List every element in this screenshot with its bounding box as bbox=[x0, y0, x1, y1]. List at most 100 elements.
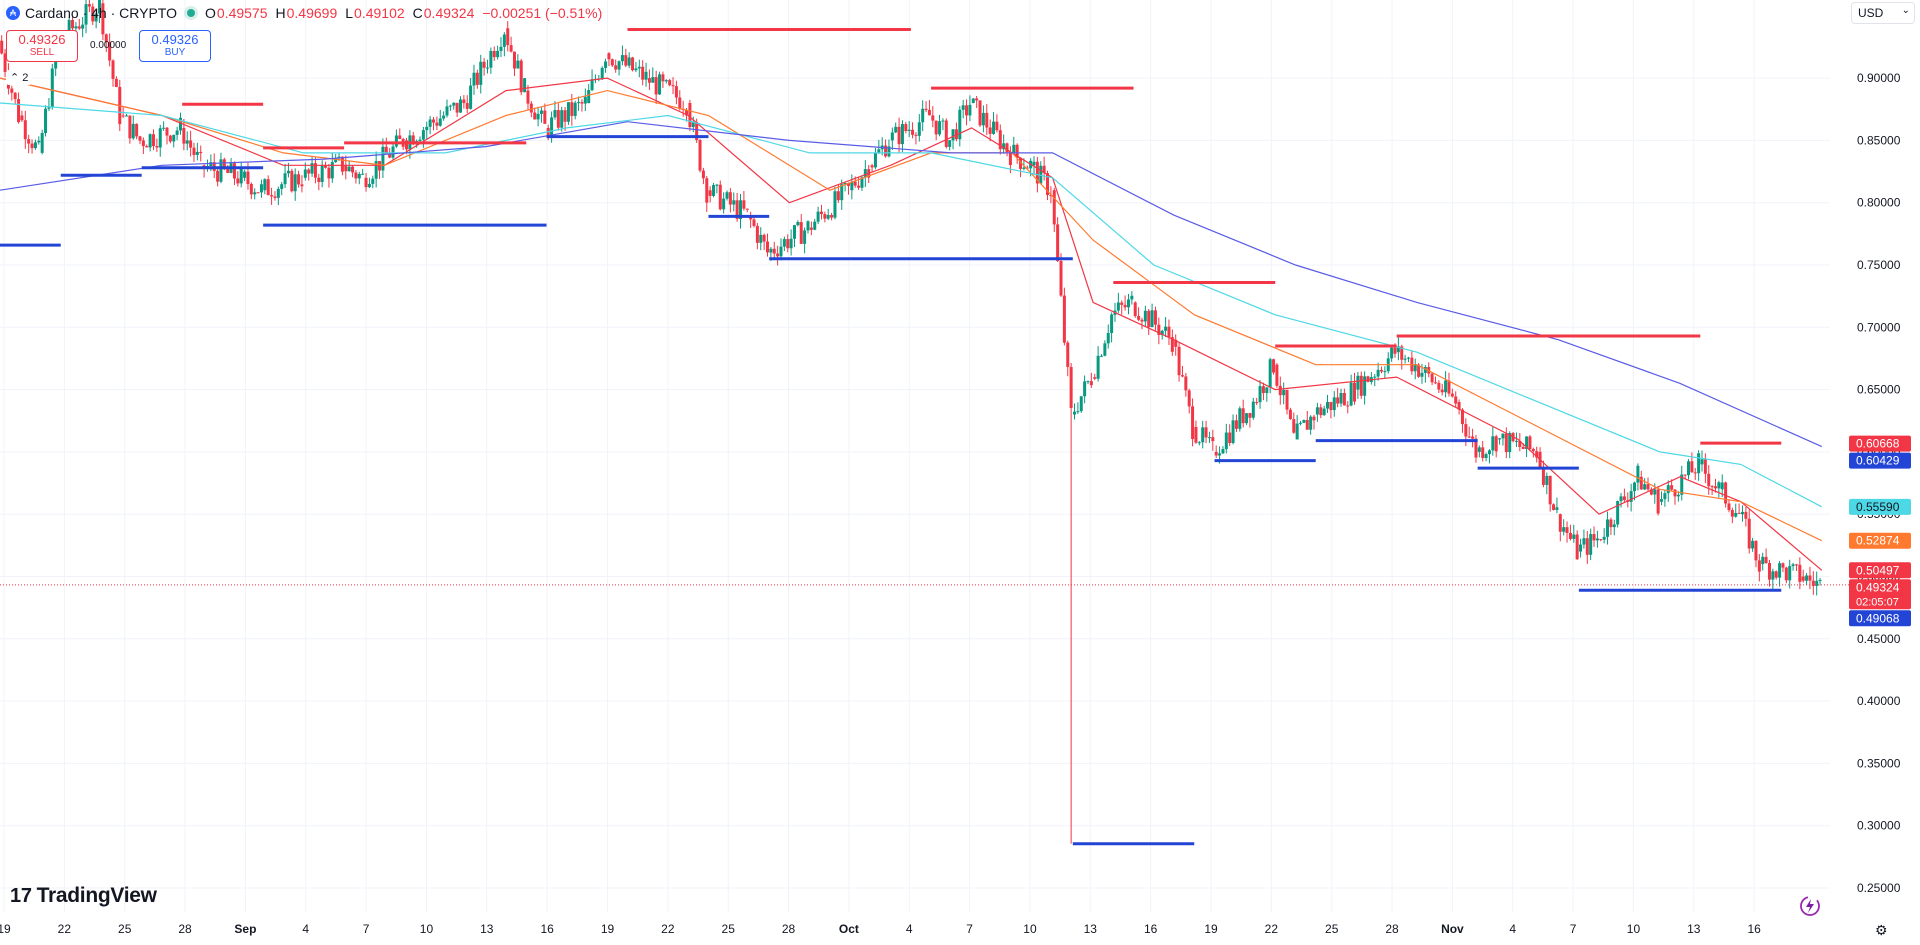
candle-body bbox=[1403, 358, 1407, 360]
candle-body bbox=[44, 108, 48, 133]
candle-body bbox=[249, 183, 253, 195]
candle-body bbox=[155, 145, 159, 148]
candle-body bbox=[1160, 330, 1164, 335]
candle-body bbox=[1545, 475, 1549, 485]
candle-body bbox=[1076, 411, 1080, 413]
candle-body bbox=[10, 88, 14, 93]
candle-body bbox=[1140, 319, 1144, 322]
spread-value: 0.00000 bbox=[90, 40, 127, 51]
candle-body bbox=[148, 134, 152, 148]
candle-body bbox=[1339, 393, 1343, 404]
candle-body bbox=[647, 78, 651, 83]
candle-body bbox=[310, 163, 314, 174]
candle-body bbox=[917, 122, 921, 136]
candle-body bbox=[1116, 302, 1120, 311]
x-tick-label: Nov bbox=[1441, 922, 1464, 936]
candle-body bbox=[175, 130, 179, 135]
indicator-count: 2 bbox=[22, 72, 29, 84]
candle-body bbox=[799, 222, 803, 244]
candle-body bbox=[334, 158, 338, 163]
candle-body bbox=[894, 126, 898, 133]
x-tick-label: 16 bbox=[1144, 922, 1158, 936]
y-tick-label: 0.75000 bbox=[1857, 258, 1901, 272]
candle-body bbox=[192, 147, 196, 155]
candle-body bbox=[1805, 575, 1809, 581]
x-tick-label: 13 bbox=[1084, 922, 1098, 936]
tradingview-logo[interactable]: 17 TradingView bbox=[10, 884, 157, 908]
candle-body bbox=[1184, 376, 1188, 391]
candle-body bbox=[50, 68, 54, 108]
candle-body bbox=[1002, 143, 1006, 150]
price-axis-label-bg bbox=[1849, 435, 1911, 452]
candle-body bbox=[1430, 373, 1434, 383]
candle-body bbox=[364, 177, 368, 188]
candle-body bbox=[128, 115, 132, 139]
candle-body bbox=[1778, 563, 1782, 578]
candle-body bbox=[836, 191, 840, 201]
candle-body bbox=[1420, 372, 1424, 377]
candle-body bbox=[459, 99, 462, 113]
candle-body bbox=[465, 103, 469, 109]
candle-body bbox=[114, 78, 118, 87]
candle-body bbox=[1099, 355, 1103, 357]
candle-body bbox=[313, 163, 317, 178]
x-tick-label: 22 bbox=[1265, 922, 1279, 936]
candle-body bbox=[769, 248, 773, 253]
candle-body bbox=[614, 65, 618, 70]
candle-body bbox=[1052, 190, 1056, 225]
candle-body bbox=[698, 140, 702, 171]
chevron-down-icon: ⌄ bbox=[1901, 5, 1910, 16]
assistant-icon[interactable] bbox=[1798, 894, 1822, 918]
sell-button[interactable]: 0.49326 SELL bbox=[6, 30, 78, 62]
candle-body bbox=[1747, 518, 1751, 549]
candle-body bbox=[236, 178, 240, 184]
candle-body bbox=[1552, 504, 1556, 510]
candle-body bbox=[610, 59, 614, 66]
candle-body bbox=[624, 55, 628, 66]
candle-body bbox=[1808, 575, 1812, 581]
candle-body bbox=[87, 4, 91, 7]
candle-body bbox=[1153, 310, 1157, 325]
candle-body bbox=[290, 170, 294, 192]
candle-body bbox=[772, 248, 776, 254]
candle-body bbox=[786, 239, 790, 249]
candle-body bbox=[900, 124, 904, 145]
brand-name: TradingView bbox=[36, 884, 157, 907]
candle-body bbox=[165, 127, 169, 136]
candle-body bbox=[246, 171, 250, 184]
currency-select[interactable]: USD ⌄ bbox=[1851, 2, 1915, 24]
candle-body bbox=[1319, 407, 1323, 416]
candle-body bbox=[1730, 510, 1734, 517]
candle-body bbox=[830, 214, 834, 218]
candle-body bbox=[1774, 571, 1778, 578]
candle-body bbox=[843, 182, 847, 185]
candle-body bbox=[1042, 165, 1046, 174]
candle-body bbox=[789, 238, 793, 249]
candle-body bbox=[394, 135, 398, 147]
buy-label: BUY bbox=[164, 47, 186, 58]
candle-body bbox=[67, 20, 71, 37]
candle-body bbox=[705, 178, 709, 203]
candle-body bbox=[98, 0, 102, 14]
price-axis-label: 0.55590 bbox=[1856, 500, 1900, 514]
candle-body bbox=[1106, 333, 1110, 344]
symbol-legend[interactable]: ₳ Cardano · 4h · CRYPTO O0.49575 H0.49699… bbox=[6, 3, 610, 23]
candle-body bbox=[1518, 440, 1522, 447]
candle-body bbox=[222, 159, 226, 169]
candle-body bbox=[607, 53, 611, 60]
candle-body bbox=[1727, 503, 1731, 511]
symbol-title[interactable]: Cardano · 4h · CRYPTO bbox=[25, 5, 177, 21]
market-status-icon[interactable] bbox=[187, 9, 195, 17]
candle-body bbox=[668, 80, 672, 86]
candle-body bbox=[1012, 144, 1016, 153]
candle-body bbox=[1794, 564, 1798, 566]
candle-body bbox=[1278, 385, 1282, 396]
gear-icon[interactable]: ⚙ bbox=[1875, 922, 1888, 938]
indicators-collapse-button[interactable]: ⌃ 2 bbox=[6, 70, 33, 85]
candle-body bbox=[1238, 408, 1242, 429]
candle-body bbox=[779, 246, 783, 257]
buy-button[interactable]: 0.49326 BUY bbox=[139, 30, 211, 62]
candle-body bbox=[742, 200, 746, 209]
